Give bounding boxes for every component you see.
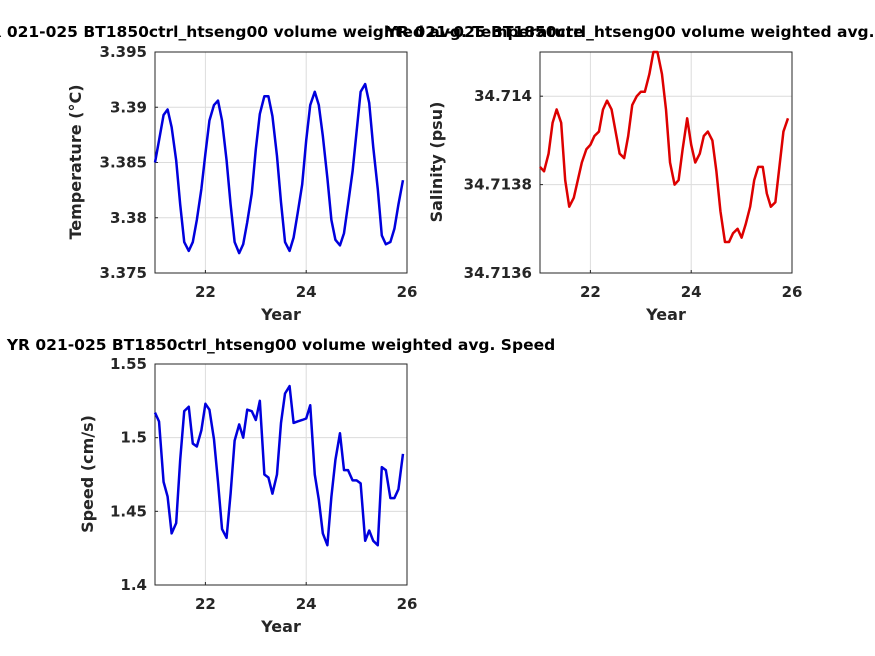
speed-xtick-label: 22: [195, 595, 216, 613]
salinity-xlabel: Year: [645, 305, 686, 324]
speed-line: [153, 384, 405, 547]
salinity-axes-box: [539, 51, 793, 274]
speed-title: YR 021-025 BT1850ctrl_htseng00 volume we…: [6, 336, 555, 354]
temperature-xtick-label: 22: [195, 283, 216, 301]
speed-xlabel: Year: [260, 617, 301, 636]
salinity-ylabel: Salinity (psu): [427, 102, 446, 223]
temperature-ytick-label: 3.38: [110, 209, 147, 227]
temperature-xtick-label: 24: [296, 283, 317, 301]
temperature-panel: 22 24 26 3.375 3.38 3.385 3.39 3.395 YR 021-025…: [0, 23, 584, 324]
speed-xtick-label: 24: [296, 595, 317, 613]
salinity-ticks: 22 24 26 34.7136 34.7138 34.714: [464, 87, 803, 301]
salinity-panel: 22 24 26 34.7136 34.7138 34.714 YR 021-025 BT…: [385, 23, 875, 324]
salinity-ytick-label: 34.7136: [464, 264, 532, 282]
salinity-line: [539, 50, 790, 244]
speed-grid: [155, 363, 408, 586]
salinity-xtick-label: 22: [580, 283, 601, 301]
temperature-ylabel: Temperature (°C): [66, 84, 85, 239]
temperature-title: YR 021-025 BT1850ctrl_htseng00 volume we…: [0, 23, 584, 41]
speed-xtick-label: 26: [397, 595, 418, 613]
temperature-ytick-label: 3.385: [100, 154, 147, 172]
speed-ytick-label: 1.5: [120, 429, 147, 447]
temperature-ytick-label: 3.39: [110, 98, 147, 116]
temperature-xtick-label: 26: [397, 283, 418, 301]
speed-ylabel: Speed (cm/s): [78, 415, 97, 533]
salinity-title: YR 021-025 BT1850ctrl_htseng00 volume we…: [385, 23, 875, 41]
temperature-ytick-label: 3.395: [100, 43, 147, 61]
salinity-grid: [540, 52, 793, 274]
speed-ytick-label: 1.55: [110, 355, 147, 373]
temperature-line: [153, 82, 405, 255]
temperature-ytick-label: 3.375: [100, 264, 147, 282]
salinity-xtick-label: 26: [782, 283, 803, 301]
speed-ticks: 22 24 26 1.4 1.45 1.5 1.55: [110, 355, 417, 613]
salinity-ytick-label: 34.714: [474, 87, 532, 105]
speed-ytick-label: 1.45: [110, 502, 147, 520]
salinity-ytick-label: 34.7138: [464, 176, 532, 194]
temperature-ticks: 22 24 26 3.375 3.38 3.385 3.39 3.395: [100, 43, 418, 301]
temperature-xlabel: Year: [260, 305, 301, 324]
speed-ytick-label: 1.4: [120, 576, 147, 594]
speed-axes-box: [154, 363, 408, 586]
speed-panel: 22 24 26 1.4 1.45 1.5 1.55 YR 021-025 BT1850ct…: [6, 336, 555, 636]
salinity-xtick-label: 24: [681, 283, 702, 301]
